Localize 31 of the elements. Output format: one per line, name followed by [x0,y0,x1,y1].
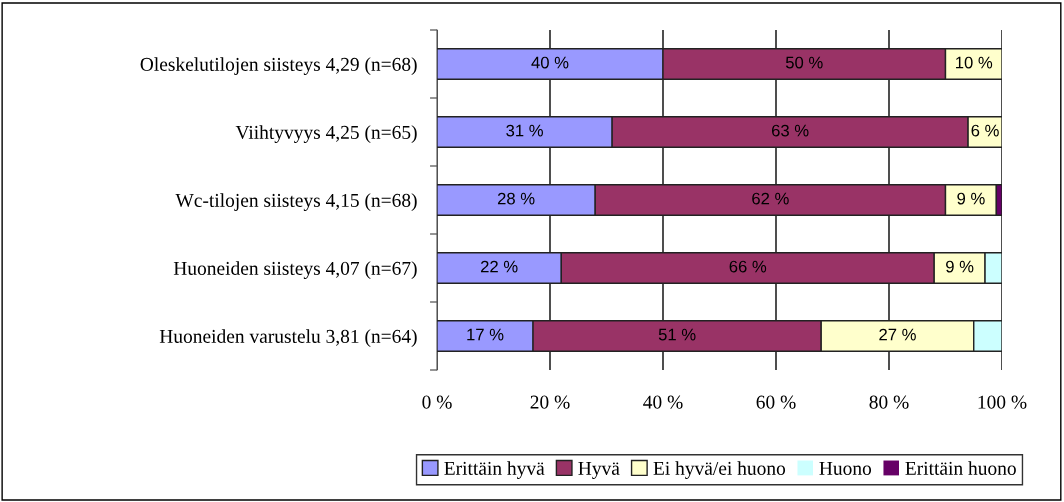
x-tick-label: 100 % [978,395,1027,409]
data-label: 6 % [971,124,999,137]
y-tick-label: Huoneiden varustelu 3,81 (n=64) [159,329,417,347]
y-tick-label: Viihtyvyys 4,25 (n=65) [235,125,417,143]
x-tick-label: 20 % [530,395,570,409]
legend-label: Ei hyvä/ei huono [653,461,786,479]
data-label: 31 % [506,124,543,137]
x-tick-label: 80 % [869,395,909,409]
data-label: 66 % [729,260,767,273]
y-tick-label: Huoneiden siisteys 4,07 (n=67) [173,261,417,279]
data-label: 10 % [956,56,993,69]
data-label: 62 % [752,192,789,205]
legend-label: Hyvä [578,461,620,479]
data-label: 27 % [879,328,916,341]
x-tick-label: 60 % [756,395,796,409]
data-label: 50 % [785,56,823,69]
data-label: 17 % [467,328,504,341]
y-tick-label: Oleskelutilojen siisteys 4,29 (n=68) [140,57,417,75]
data-label: 9 % [946,260,974,273]
x-tick-label: 0 % [422,395,452,409]
legend-label: Huono [819,461,872,475]
data-label: 40 % [531,56,569,69]
data-label: 28 % [497,192,535,205]
legend-label: Erittäin huono [905,461,1016,475]
x-tick-label: 40 % [643,395,683,409]
y-tick-label: Wc-tilojen siisteys 4,15 (n=68) [175,193,417,211]
data-label: 9 % [957,192,985,205]
legend-label: Erittäin hyvä [444,461,545,479]
data-label: 51 % [658,328,696,341]
data-label: 63 % [771,124,809,137]
data-label: 22 % [481,260,518,273]
